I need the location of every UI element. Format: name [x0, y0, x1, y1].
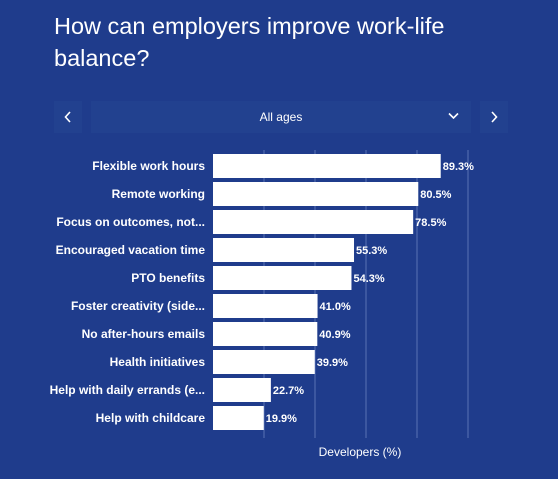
bar[interactable] [213, 266, 352, 290]
value-label: 41.0% [320, 301, 351, 313]
category-label: Help with daily errands (e... [50, 383, 205, 397]
category-label: No after-hours emails [82, 327, 206, 341]
bar[interactable] [213, 378, 271, 402]
value-label: 80.5% [420, 189, 451, 201]
bar[interactable] [213, 154, 441, 178]
chevron-left-icon [64, 111, 71, 123]
value-label: 55.3% [356, 245, 387, 257]
bar[interactable] [213, 406, 264, 430]
category-label: Flexible work hours [92, 159, 205, 173]
value-label: 22.7% [273, 385, 304, 397]
bar[interactable] [213, 294, 318, 318]
category-label: Remote working [112, 187, 205, 201]
category-label: Foster creativity (side... [71, 299, 205, 313]
bar[interactable] [213, 210, 414, 234]
bar[interactable] [213, 182, 419, 206]
category-label: Help with childcare [96, 411, 206, 425]
next-filter-button[interactable] [480, 101, 508, 133]
value-label: 54.3% [353, 273, 384, 285]
labels: Flexible work hours 89.3% Remote working 80… [50, 159, 474, 425]
category-label: Focus on outcomes, not... [56, 215, 205, 229]
bar[interactable] [213, 238, 355, 262]
chevron-down-icon [448, 112, 459, 120]
value-label: 40.9% [319, 329, 350, 341]
age-filter-bar: All ages [54, 101, 508, 133]
value-label: 78.5% [415, 217, 446, 229]
bar[interactable] [213, 322, 318, 346]
value-label: 19.9% [266, 413, 297, 425]
bar[interactable] [213, 350, 315, 374]
bars [213, 154, 441, 430]
category-label: Encouraged vacation time [56, 243, 206, 257]
chart-title: How can employers improve work-life bala… [54, 13, 445, 71]
age-group-select[interactable]: All ages [91, 101, 471, 133]
category-label: PTO benefits [131, 271, 205, 285]
chevron-right-icon [491, 111, 498, 123]
x-axis-title: Developers (%) [319, 445, 402, 459]
value-label: 89.3% [443, 161, 474, 173]
category-label: Health initiatives [110, 355, 206, 369]
previous-filter-button[interactable] [54, 101, 82, 133]
age-group-selected-value: All ages [259, 110, 303, 124]
value-label: 39.9% [317, 357, 348, 369]
